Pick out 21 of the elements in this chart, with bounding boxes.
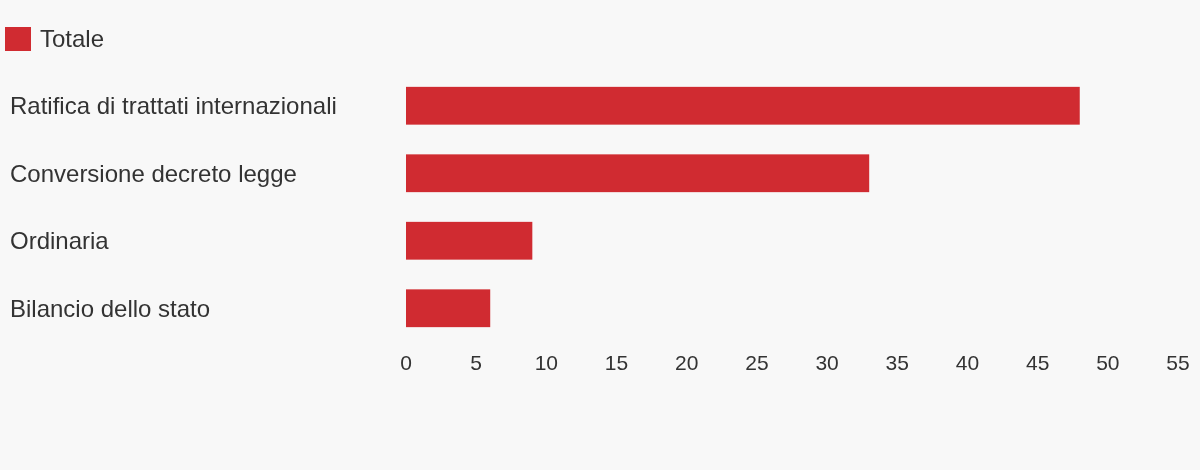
bar — [406, 154, 870, 193]
y-tick-label: Ordinaria — [10, 227, 110, 255]
x-tick-label: 15 — [604, 351, 629, 374]
x-tick-label: 25 — [745, 351, 769, 374]
x-tick-label: 10 — [534, 351, 559, 374]
bar — [406, 289, 491, 328]
y-tick-label: Ratifica di trattati internazionali — [10, 92, 337, 120]
y-tick-label: Bilancio dello stato — [10, 294, 211, 322]
legend-label: Totale — [40, 25, 105, 53]
bar — [406, 86, 1080, 125]
x-tick-label: 35 — [885, 351, 909, 374]
x-tick-label: 0 — [400, 351, 412, 374]
x-tick-label: 50 — [1096, 351, 1120, 374]
x-tick-label: 45 — [1025, 351, 1050, 374]
x-tick-label: 30 — [815, 351, 839, 374]
x-tick-label: 55 — [1166, 351, 1190, 374]
x-tick-label: 40 — [955, 351, 980, 374]
y-tick-label: Conversione decreto legge — [10, 159, 297, 187]
bar — [406, 221, 533, 260]
x-tick-label: 5 — [470, 351, 483, 374]
x-tick-label: 20 — [675, 351, 699, 374]
